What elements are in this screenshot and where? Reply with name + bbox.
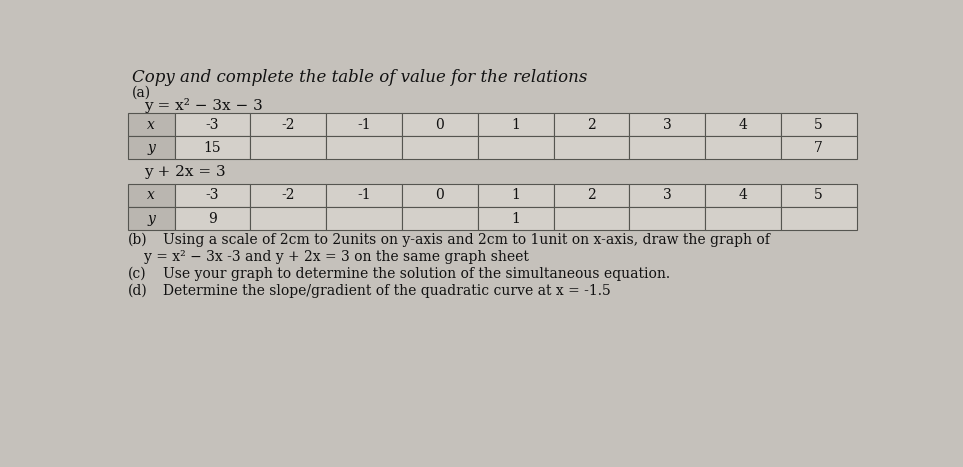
Text: 4: 4 — [739, 188, 747, 202]
Text: Copy and complete the table of value for the relations: Copy and complete the table of value for… — [132, 69, 587, 86]
Bar — [250, 207, 326, 230]
Text: 3: 3 — [663, 118, 671, 132]
Bar — [705, 113, 781, 136]
Text: (c): (c) — [128, 267, 146, 281]
Text: Use your graph to determine the solution of the simultaneous equation.: Use your graph to determine the solution… — [163, 267, 670, 281]
Text: (d): (d) — [128, 284, 148, 298]
Bar — [174, 184, 250, 207]
Bar — [781, 184, 857, 207]
Bar — [326, 207, 402, 230]
Bar — [554, 113, 629, 136]
Text: 5: 5 — [815, 118, 823, 132]
Bar — [705, 207, 781, 230]
Text: Determine the slope/gradient of the quadratic curve at x = -1.5: Determine the slope/gradient of the quad… — [163, 284, 611, 298]
Bar — [128, 207, 174, 230]
Text: 2: 2 — [587, 188, 596, 202]
Bar — [781, 207, 857, 230]
Text: x: x — [147, 188, 155, 202]
Text: 5: 5 — [815, 188, 823, 202]
Text: -2: -2 — [281, 118, 295, 132]
Text: (b): (b) — [128, 233, 147, 247]
Bar — [629, 136, 705, 159]
Text: x: x — [147, 118, 155, 132]
Text: y = x² − 3x -3 and y + 2x = 3 on the same graph sheet: y = x² − 3x -3 and y + 2x = 3 on the sam… — [143, 250, 529, 264]
Bar — [128, 113, 174, 136]
Bar — [781, 113, 857, 136]
Bar — [781, 136, 857, 159]
Text: -1: -1 — [357, 118, 371, 132]
Bar — [554, 136, 629, 159]
Bar — [554, 207, 629, 230]
Bar — [402, 184, 478, 207]
Text: y = x² − 3x − 3: y = x² − 3x − 3 — [143, 99, 262, 113]
Text: 7: 7 — [815, 141, 823, 155]
Bar — [478, 184, 554, 207]
Bar — [402, 113, 478, 136]
Bar — [629, 207, 705, 230]
Bar — [128, 184, 174, 207]
Text: 2: 2 — [587, 118, 596, 132]
Text: -3: -3 — [206, 118, 220, 132]
Bar — [174, 136, 250, 159]
Bar — [705, 136, 781, 159]
Bar — [174, 113, 250, 136]
Text: 4: 4 — [739, 118, 747, 132]
Bar — [554, 184, 629, 207]
Bar — [629, 113, 705, 136]
Bar — [402, 207, 478, 230]
Text: -3: -3 — [206, 188, 220, 202]
Text: 3: 3 — [663, 188, 671, 202]
Text: 0: 0 — [435, 118, 444, 132]
Bar — [174, 207, 250, 230]
Bar — [326, 136, 402, 159]
Text: 1: 1 — [511, 188, 520, 202]
Bar — [478, 113, 554, 136]
Bar — [128, 136, 174, 159]
Text: y: y — [147, 212, 155, 226]
Text: 1: 1 — [511, 212, 520, 226]
Text: y + 2x = 3: y + 2x = 3 — [143, 165, 225, 179]
Text: -2: -2 — [281, 188, 295, 202]
Text: 0: 0 — [435, 188, 444, 202]
Text: (a): (a) — [132, 86, 151, 100]
Bar — [250, 113, 326, 136]
Text: 9: 9 — [208, 212, 217, 226]
Text: -1: -1 — [357, 188, 371, 202]
Bar — [250, 136, 326, 159]
Bar — [326, 184, 402, 207]
Text: y: y — [147, 141, 155, 155]
Bar — [705, 184, 781, 207]
Bar — [478, 207, 554, 230]
Bar — [478, 136, 554, 159]
Bar — [326, 113, 402, 136]
Bar — [629, 184, 705, 207]
Bar — [250, 184, 326, 207]
Bar — [402, 136, 478, 159]
Text: Using a scale of 2cm to 2units on y-axis and 2cm to 1unit on x-axis, draw the gr: Using a scale of 2cm to 2units on y-axis… — [163, 233, 769, 247]
Text: 15: 15 — [204, 141, 221, 155]
Text: 1: 1 — [511, 118, 520, 132]
